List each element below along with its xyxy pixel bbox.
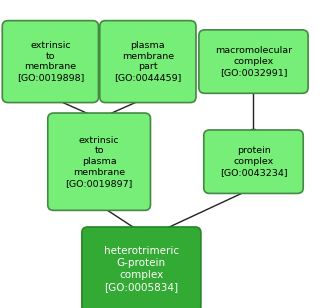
- FancyBboxPatch shape: [204, 130, 303, 193]
- FancyBboxPatch shape: [199, 30, 308, 93]
- Text: heterotrimeric
G-protein
complex
[GO:0005834]: heterotrimeric G-protein complex [GO:000…: [104, 246, 179, 293]
- FancyBboxPatch shape: [82, 227, 201, 308]
- Text: extrinsic
to
plasma
membrane
[GO:0019897]: extrinsic to plasma membrane [GO:0019897…: [65, 136, 133, 188]
- FancyBboxPatch shape: [2, 21, 98, 103]
- Text: macromolecular
complex
[GO:0032991]: macromolecular complex [GO:0032991]: [215, 46, 292, 77]
- Text: plasma
membrane
part
[GO:0044459]: plasma membrane part [GO:0044459]: [114, 41, 182, 82]
- FancyBboxPatch shape: [48, 113, 150, 210]
- Text: protein
complex
[GO:0043234]: protein complex [GO:0043234]: [220, 146, 287, 177]
- FancyBboxPatch shape: [100, 21, 196, 103]
- Text: extrinsic
to
membrane
[GO:0019898]: extrinsic to membrane [GO:0019898]: [17, 41, 84, 82]
